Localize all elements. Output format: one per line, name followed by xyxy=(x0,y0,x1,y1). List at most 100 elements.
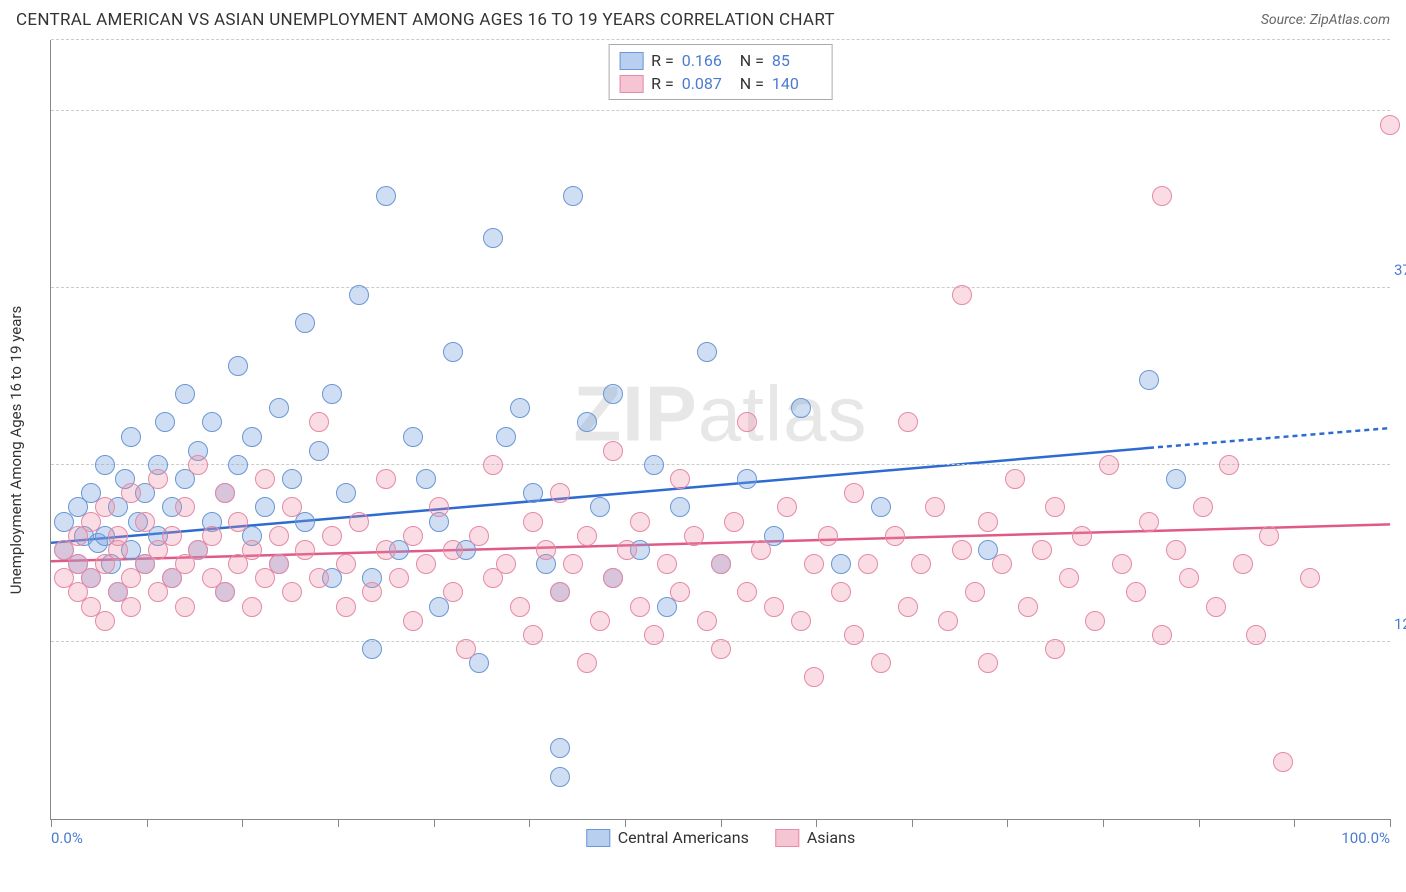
data-point xyxy=(523,512,543,532)
y-axis-label: Unemployment Among Ages 16 to 19 years xyxy=(7,306,25,594)
gridline xyxy=(51,39,1390,40)
x-tick xyxy=(1007,819,1008,827)
x-tick xyxy=(51,819,52,827)
data-point xyxy=(336,597,356,617)
x-tick xyxy=(338,819,339,827)
data-point xyxy=(469,526,489,546)
y-tick-label: 37.5% xyxy=(1394,261,1406,279)
x-tick xyxy=(1199,819,1200,827)
data-point xyxy=(697,342,717,362)
data-point xyxy=(898,597,918,617)
data-point xyxy=(282,582,302,602)
data-point xyxy=(155,412,175,432)
swatch-central-americans xyxy=(619,52,643,70)
data-point xyxy=(496,554,516,574)
data-point xyxy=(831,582,851,602)
x-tick xyxy=(242,819,243,827)
chart-container: Unemployment Among Ages 16 to 19 years Z… xyxy=(50,40,1390,860)
data-point xyxy=(550,483,570,503)
data-point xyxy=(978,512,998,532)
data-point xyxy=(188,455,208,475)
data-point xyxy=(844,483,864,503)
data-point xyxy=(1005,469,1025,489)
data-point xyxy=(215,483,235,503)
data-point xyxy=(938,611,958,631)
data-point xyxy=(1059,568,1079,588)
data-point xyxy=(871,653,891,673)
data-point xyxy=(443,582,463,602)
x-tick xyxy=(721,819,722,827)
data-point xyxy=(362,582,382,602)
data-point xyxy=(282,469,302,489)
plot-area: ZIPatlas R = 0.166 N = 85 R = 0.087 N = … xyxy=(50,40,1390,820)
data-point xyxy=(737,469,757,489)
data-point xyxy=(416,554,436,574)
data-point xyxy=(577,412,597,432)
data-point xyxy=(309,568,329,588)
data-point xyxy=(563,186,583,206)
data-point xyxy=(603,568,623,588)
data-point xyxy=(550,738,570,758)
data-point xyxy=(603,441,623,461)
data-point xyxy=(175,497,195,517)
data-point xyxy=(1179,568,1199,588)
data-point xyxy=(1045,497,1065,517)
data-point xyxy=(362,639,382,659)
x-tick-label: 100.0% xyxy=(1341,829,1390,847)
n-label: N = xyxy=(740,74,764,93)
x-tick-label: 0.0% xyxy=(51,829,83,847)
stats-row-asians: R = 0.087 N = 140 xyxy=(619,72,822,95)
x-tick xyxy=(1103,819,1104,827)
data-point xyxy=(336,483,356,503)
data-point xyxy=(202,412,222,432)
data-point xyxy=(1126,582,1146,602)
data-point xyxy=(389,568,409,588)
data-point xyxy=(684,526,704,546)
r-label: R = xyxy=(651,74,674,93)
data-point xyxy=(670,469,690,489)
x-tick xyxy=(529,819,530,827)
data-point xyxy=(1139,512,1159,532)
data-point xyxy=(1085,611,1105,631)
data-point xyxy=(349,512,369,532)
data-point xyxy=(1273,752,1293,772)
legend-label: Asians xyxy=(807,828,855,847)
n-value-asians: 140 xyxy=(772,74,822,93)
data-point xyxy=(1099,455,1119,475)
data-point xyxy=(804,554,824,574)
data-point xyxy=(590,611,610,631)
data-point xyxy=(416,469,436,489)
data-point xyxy=(1152,625,1172,645)
source-prefix: Source: xyxy=(1261,12,1310,28)
data-point xyxy=(443,342,463,362)
data-point xyxy=(1152,186,1172,206)
data-point xyxy=(1219,455,1239,475)
data-point xyxy=(952,540,972,560)
swatch-asians xyxy=(619,75,643,93)
data-point xyxy=(95,455,115,475)
data-point xyxy=(590,497,610,517)
data-point xyxy=(403,611,423,631)
data-point xyxy=(952,285,972,305)
data-point xyxy=(536,540,556,560)
data-point xyxy=(523,625,543,645)
r-value-asians: 0.087 xyxy=(682,74,732,93)
data-point xyxy=(322,526,342,546)
data-point xyxy=(978,653,998,673)
data-point xyxy=(228,512,248,532)
data-point xyxy=(228,356,248,376)
data-point xyxy=(108,526,128,546)
data-point xyxy=(121,427,141,447)
data-point xyxy=(309,441,329,461)
n-label: N = xyxy=(740,51,764,70)
data-point xyxy=(309,412,329,432)
data-point xyxy=(1072,526,1092,546)
data-point xyxy=(496,427,516,447)
series-legend: Central Americans Asians xyxy=(586,828,855,847)
data-point xyxy=(885,526,905,546)
data-point xyxy=(456,639,476,659)
source-name: ZipAtlas.com xyxy=(1310,12,1390,28)
data-point xyxy=(791,398,811,418)
data-point xyxy=(751,540,771,560)
data-point xyxy=(242,540,262,560)
